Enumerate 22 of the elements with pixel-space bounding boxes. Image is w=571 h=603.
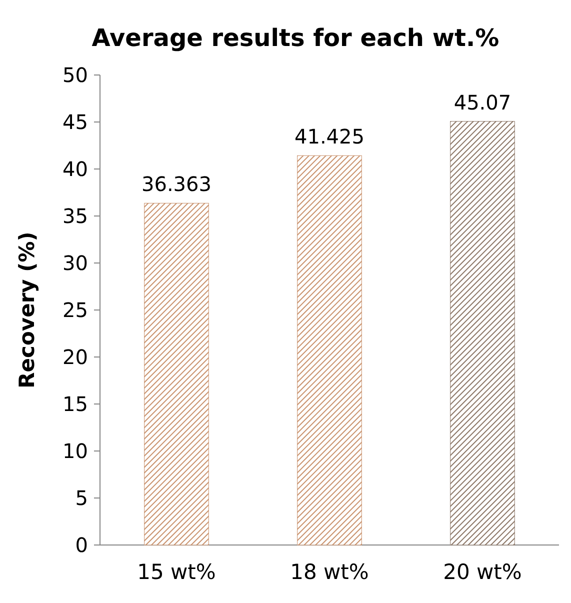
y-tick-label: 40 <box>62 157 88 181</box>
data-label: 45.07 <box>454 90 512 114</box>
data-label: 36.363 <box>142 172 212 196</box>
bar <box>450 121 515 546</box>
y-tick-label: 30 <box>62 251 88 275</box>
x-tick-label: 15 wt% <box>137 560 216 584</box>
y-tick-label: 15 <box>62 392 88 416</box>
y-tick-label: 20 <box>62 345 88 369</box>
bar <box>297 155 362 546</box>
y-axis-title: Recovery (%) <box>15 232 39 388</box>
bar <box>144 202 209 546</box>
y-tick-label: 0 <box>75 533 88 557</box>
y-tick-label: 50 <box>62 63 88 87</box>
data-label: 41.425 <box>294 124 364 149</box>
x-tick-label: 20 wt% <box>443 560 522 584</box>
y-tick-label: 35 <box>62 204 88 228</box>
y-tick-label: 45 <box>62 110 88 134</box>
x-tick-label: 18 wt% <box>290 560 369 584</box>
y-tick-label: 5 <box>75 486 88 510</box>
y-tick-label: 10 <box>62 439 88 463</box>
y-tick-label: 25 <box>62 298 88 322</box>
chart-title: Average results for each wt.% <box>92 24 500 52</box>
